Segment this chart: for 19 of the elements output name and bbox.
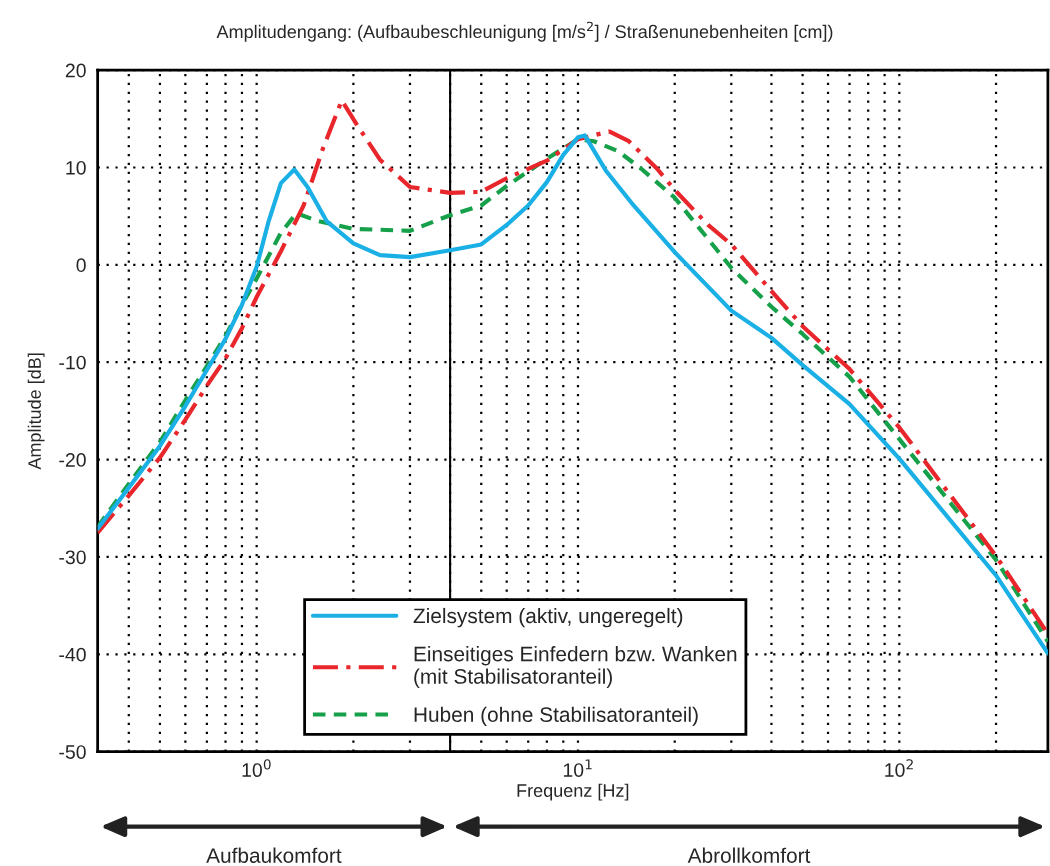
- text: Aufbaukomfort: [206, 847, 342, 863]
- y-tick-label: 20: [65, 63, 86, 78]
- y-tick-label: -10: [59, 355, 86, 370]
- x-axis-title: Frequenz [Hz]: [517, 783, 629, 801]
- chart-title: Amplitudengang: (Aufbaubeschleunigung [m/s$^{2}$] / Straßenunebenheiten [cm]): [216, 21, 833, 42]
- y-tick-label: -20: [59, 453, 86, 467]
- legend-label: Zielsystem (aktiv, ungeregelt): [413, 607, 683, 628]
- y-tick-label: -50: [59, 745, 86, 759]
- text: Abrollkomfort: [687, 847, 811, 863]
- y-tick-label: -30: [59, 550, 86, 565]
- x-tick-label: 10$^{1}$: [563, 759, 592, 777]
- y-axis-title: Amplitude [dB]: [27, 353, 45, 470]
- legend-label: Huben (ohne Stabilisatoranteil): [414, 706, 698, 727]
- x-tick-label: 10$^{0}$: [242, 759, 271, 777]
- y-tick-label: 0: [76, 258, 86, 273]
- y-tick-label: -40: [59, 647, 86, 662]
- y-tick-label: 10: [66, 160, 86, 175]
- legend-label: Einseitiges Einfedern bzw. Wanken (mit Stabilisatoranteil): [414, 646, 737, 688]
- x-tick-label: 10$^{2}$: [885, 759, 913, 777]
